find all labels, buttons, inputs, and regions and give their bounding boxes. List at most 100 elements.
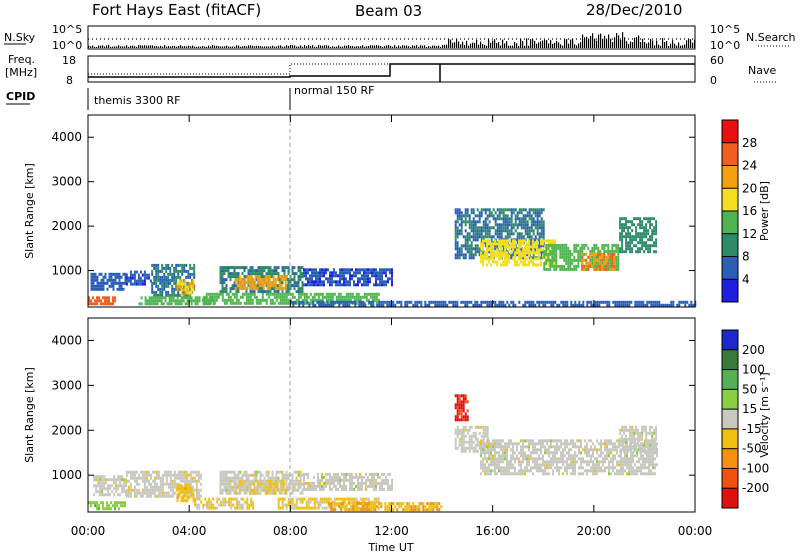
heatmap-cell bbox=[368, 508, 371, 512]
heatmap-cell bbox=[119, 478, 122, 482]
heatmap-cell bbox=[289, 287, 292, 291]
heatmap-cell bbox=[518, 235, 521, 239]
heatmap-cell bbox=[480, 445, 482, 449]
heatmap-cell bbox=[193, 275, 196, 279]
heatmap-cell bbox=[562, 300, 565, 304]
heatmap-cell bbox=[391, 268, 393, 272]
heatmap-cell bbox=[502, 472, 504, 476]
heatmap-cell bbox=[263, 298, 266, 302]
heatmap-cell bbox=[597, 264, 600, 268]
heatmap-cell bbox=[345, 478, 347, 482]
heatmap-cell bbox=[486, 460, 488, 464]
heatmap-cell bbox=[167, 494, 170, 498]
heatmap-cell bbox=[349, 268, 351, 272]
heatmap-cell bbox=[238, 503, 241, 507]
heatmap-cell bbox=[141, 491, 144, 495]
heatmap-cell bbox=[295, 503, 298, 507]
heatmap-cell bbox=[490, 463, 492, 467]
noise-bar bbox=[500, 45, 502, 48]
heatmap-cell bbox=[494, 232, 497, 236]
heatmap-cell bbox=[335, 487, 337, 491]
heatmap-cell bbox=[490, 300, 493, 304]
heatmap-cell bbox=[342, 303, 345, 307]
heatmap-cell bbox=[538, 300, 541, 304]
heatmap-cell bbox=[359, 484, 361, 488]
heatmap-cell bbox=[107, 493, 110, 497]
heatmap-cell bbox=[476, 440, 479, 444]
heatmap-cell bbox=[178, 279, 181, 283]
heatmap-cell bbox=[581, 255, 584, 259]
heatmap-cell bbox=[516, 214, 519, 218]
heatmap-cell bbox=[424, 300, 427, 304]
heatmap-cell bbox=[365, 298, 368, 302]
heatmap-cell bbox=[468, 235, 471, 239]
heatmap-cell bbox=[462, 235, 465, 239]
heatmap-cell bbox=[466, 409, 469, 413]
heatmap-cell bbox=[178, 493, 181, 497]
heatmap-cell bbox=[293, 272, 296, 276]
noise-bar bbox=[476, 40, 478, 48]
heatmap-cell bbox=[464, 223, 467, 227]
heatmap-cell bbox=[480, 211, 483, 215]
heatmap-cell bbox=[98, 504, 100, 508]
noise-bar bbox=[172, 45, 174, 48]
heatmap-cell bbox=[594, 303, 597, 307]
heatmap-cell bbox=[279, 470, 282, 474]
heatmap-cell bbox=[549, 252, 552, 256]
noise-bar bbox=[230, 46, 232, 48]
heatmap-cell bbox=[235, 284, 238, 288]
heatmap-cell bbox=[502, 226, 505, 230]
heatmap-cell bbox=[607, 258, 610, 262]
heatmap-cell bbox=[309, 481, 311, 485]
heatmap-cell bbox=[225, 287, 228, 291]
heatmap-cell bbox=[196, 296, 199, 300]
heatmap-cell bbox=[557, 243, 560, 247]
heatmap-cell bbox=[518, 300, 521, 304]
heatmap-cell bbox=[486, 442, 488, 446]
heatmap-cell bbox=[335, 271, 337, 275]
heatmap-cell bbox=[262, 287, 265, 290]
heatmap-cell bbox=[653, 217, 656, 221]
heatmap-cell bbox=[93, 484, 96, 488]
heatmap-cell bbox=[490, 211, 493, 215]
heatmap-cell bbox=[492, 208, 495, 212]
heatmap-cell bbox=[319, 484, 321, 488]
heatmap-cell bbox=[345, 298, 348, 302]
heatmap-cell bbox=[516, 223, 519, 227]
heatmap-cell bbox=[209, 292, 212, 296]
heatmap-cell bbox=[641, 247, 644, 251]
heatmap-cell bbox=[194, 299, 197, 303]
heatmap-cell bbox=[229, 290, 232, 294]
heatmap-cell bbox=[245, 275, 248, 279]
heatmap-cell bbox=[530, 220, 533, 224]
heatmap-cell bbox=[547, 246, 550, 250]
heatmap-cell bbox=[470, 300, 473, 304]
heatmap-cell bbox=[375, 283, 377, 287]
heatmap-cell bbox=[428, 508, 431, 512]
heatmap-cell bbox=[173, 479, 176, 483]
heatmap-cell bbox=[168, 302, 171, 306]
heatmap-cell bbox=[426, 508, 429, 512]
heatmap-cell bbox=[125, 484, 128, 488]
heatmap-cell bbox=[645, 217, 648, 221]
heatmap-cell bbox=[386, 508, 389, 512]
heatmap-cell bbox=[231, 292, 234, 296]
heatmap-cell bbox=[318, 303, 321, 307]
heatmap-cell bbox=[145, 276, 148, 280]
heatmap-cell bbox=[260, 482, 263, 486]
heatmap-cell bbox=[120, 504, 122, 508]
noise-bar bbox=[464, 44, 466, 48]
heatmap-cell bbox=[219, 281, 222, 285]
heatmap-cell bbox=[344, 508, 347, 512]
noise-bar bbox=[134, 46, 136, 48]
heatmap-cell bbox=[528, 245, 530, 249]
heatmap-cell bbox=[210, 500, 213, 504]
heatmap-cell bbox=[488, 220, 491, 224]
heatmap-cell bbox=[269, 292, 272, 296]
heatmap-cell bbox=[458, 400, 461, 404]
heatmap-cell bbox=[278, 284, 281, 287]
heatmap-cell bbox=[542, 223, 545, 227]
heatmap-cell bbox=[230, 506, 233, 510]
heatmap-cell bbox=[311, 497, 314, 501]
heatmap-cell bbox=[668, 303, 671, 307]
